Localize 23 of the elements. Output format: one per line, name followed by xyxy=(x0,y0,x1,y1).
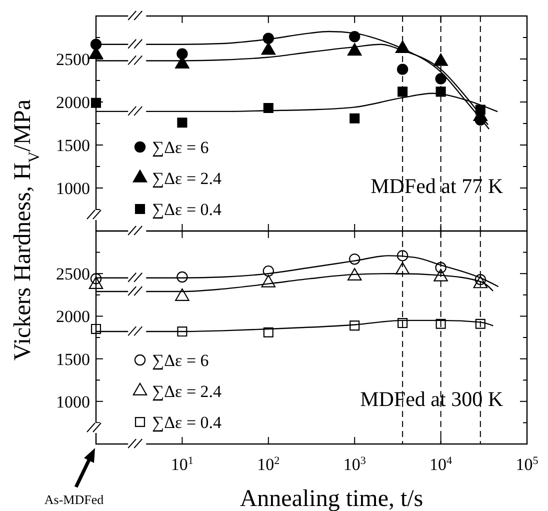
legend-label: ∑Δε = 6 xyxy=(152,138,209,156)
x-tick-label: 10$^{1}$ xyxy=(170,455,194,474)
legend-label: ∑Δε = 0.4 xyxy=(152,412,222,432)
text: As-MDFed xyxy=(44,492,104,507)
y-tick-label: 1500 xyxy=(56,136,90,154)
annotation: MDFed at 300 K xyxy=(360,387,503,411)
x-tick-label: 10$^{4}$ xyxy=(430,455,453,474)
x-tick-label: 10$^{3}$ xyxy=(343,455,366,474)
y-tick-label: 2500 xyxy=(56,50,90,68)
y-tick-label: 2500 xyxy=(56,264,90,284)
x-tick-label: 10$^{5}$ xyxy=(516,455,539,474)
legend-label: ∑Δε = 2.4 xyxy=(152,168,222,188)
legend-label: ∑Δε = 6 xyxy=(152,350,209,370)
y-tick-label: 1000 xyxy=(56,178,90,198)
y-tick-label: 1000 xyxy=(56,392,90,411)
y-tick-label: 2000 xyxy=(56,92,90,112)
annotation: MDFed at 77 K xyxy=(370,174,503,198)
y-tick-label: 2000 xyxy=(56,306,90,326)
x-axis-title: Annealing time, t/s xyxy=(240,486,424,511)
y-tick-label: 1500 xyxy=(56,349,90,368)
legend-label: ∑Δε = 0.4 xyxy=(152,200,222,218)
x-tick-label: 10$^{2}$ xyxy=(257,455,280,474)
legend-label: ∑Δε = 2.4 xyxy=(152,382,222,400)
